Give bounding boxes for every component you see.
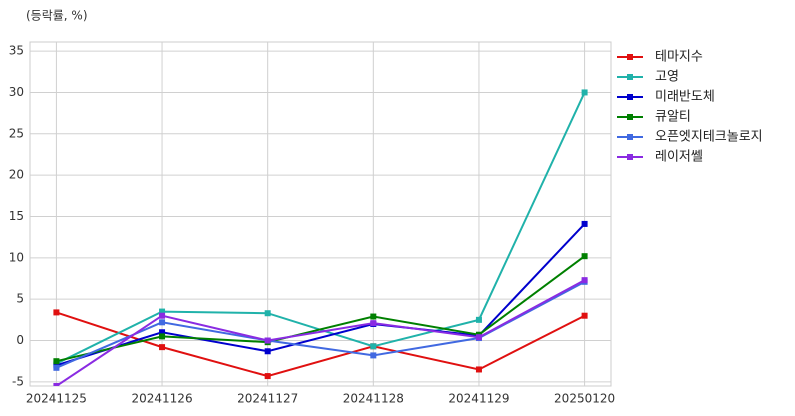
marker [53,358,60,365]
x-tick-label: 20241128 [343,392,404,406]
unit-label: (등락률, %) [26,9,88,23]
legend-marker [627,154,633,160]
y-tick-label: -5 [12,374,24,388]
series-line [55,279,586,386]
legend-marker [627,54,633,60]
marker [159,319,166,326]
marker [264,337,271,344]
marker [370,320,377,327]
marker [264,373,271,380]
marker [159,329,166,336]
marker [53,309,60,316]
y-tick-label: 15 [9,209,24,223]
x-tick-label: 20241129 [448,392,509,406]
marker [53,383,60,386]
marker [159,333,166,340]
plot-frame [29,41,612,387]
marker [264,348,271,355]
legend-marker [627,94,633,100]
series [53,89,588,367]
marker [475,366,482,373]
series [53,277,588,386]
y-tick-label: 20 [9,168,24,182]
marker [264,310,271,317]
x-tick-label: 20241126 [132,392,193,406]
marker [475,334,482,341]
y-tick-label: 25 [9,126,24,140]
y-tick-label: 30 [9,85,24,99]
y-tick-label: 5 [16,292,24,306]
y-tick-label: 35 [9,44,24,58]
marker [581,253,588,260]
marker [475,316,482,323]
series-line [56,255,586,363]
series [53,309,588,380]
marker [581,312,588,319]
y-tick-label: 10 [9,250,24,264]
legend-marker [627,134,633,140]
y-tick-label: 0 [16,333,24,347]
legend-marker [627,114,633,120]
legend-marker [627,74,633,80]
legend-label: 레이저쎌 [655,150,703,165]
legend-label: 큐알티 [655,110,691,125]
x-tick-label: 20250120 [554,392,615,406]
x-tick-label: 20241127 [237,392,298,406]
marker [581,220,588,227]
marker [581,89,588,96]
series-line [56,223,586,367]
marker [159,312,166,319]
marker [370,313,377,320]
marker [159,308,166,315]
marker [159,344,166,351]
marker [53,364,60,371]
series [53,220,588,369]
legend-label: 오픈엣지테크놀로지 [655,130,763,145]
marker [581,277,588,284]
x-tick-label: 20241125 [26,392,87,406]
marker [370,343,377,350]
marker [370,352,377,359]
legend-label: 고영 [655,70,679,85]
legend-label: 테마지수 [655,50,703,65]
legend-label: 미래반도체 [655,90,715,105]
